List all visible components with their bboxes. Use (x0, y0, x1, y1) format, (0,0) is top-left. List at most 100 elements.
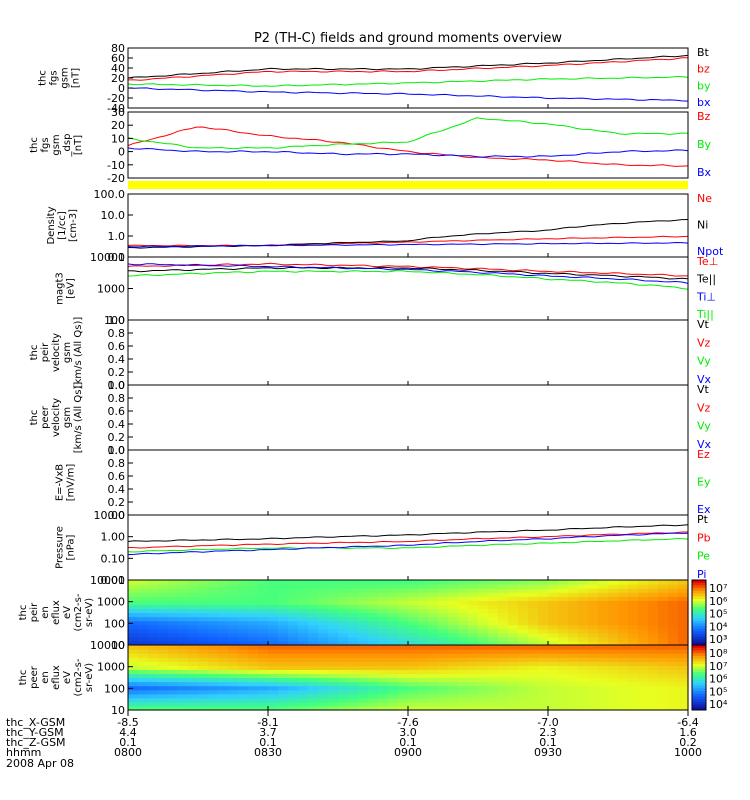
heatmap-cell (488, 649, 499, 654)
heatmap-cell (558, 645, 569, 650)
heatmap-cell (528, 584, 539, 589)
heatmap-cell (168, 693, 179, 699)
heatmap-cell (548, 685, 559, 691)
heatmap-cell (268, 673, 279, 679)
heatmap-cell (348, 689, 359, 695)
heatmap-cell (668, 701, 679, 707)
heatmap-cell (498, 669, 509, 675)
heatmap-cell (328, 624, 339, 630)
heatmap-cell (338, 584, 349, 589)
heatmap-cell (168, 701, 179, 707)
heatmap-cell (578, 649, 589, 654)
heatmap-cell (378, 673, 389, 679)
heatmap-cell (238, 689, 249, 695)
colorbar-segment (692, 701, 706, 706)
heatmap-cell (668, 600, 679, 605)
heatmap-cell (618, 653, 629, 658)
heatmap-cell (338, 616, 349, 622)
heatmap-cell (298, 600, 309, 605)
heatmap-cell (378, 584, 389, 589)
heatmap-cell (608, 612, 619, 618)
heatmap-cell (248, 580, 259, 585)
heatmap-cell (438, 640, 449, 646)
heatmap-cell (648, 596, 659, 601)
heatmap-cell (138, 657, 149, 662)
heatmap-cell (288, 592, 299, 597)
ephemeris-value: -7.6 (397, 716, 418, 729)
heatmap-cell (178, 693, 189, 699)
y-tick-label: 0.8 (108, 327, 126, 340)
heatmap-cell (278, 616, 289, 622)
heatmap-cell (518, 701, 529, 707)
heatmap-cell (348, 616, 359, 622)
heatmap-cell (678, 685, 689, 691)
heatmap-cell (318, 616, 329, 622)
heatmap-cell (648, 580, 659, 585)
heatmap-cell (618, 685, 629, 691)
y-tick-label: 0.01 (101, 574, 126, 587)
heatmap-cell (128, 657, 139, 662)
heatmap-cell (228, 612, 239, 618)
heatmap-cell (268, 624, 279, 630)
y-tick-label: 0.4 (108, 418, 126, 431)
heatmap-cell (348, 632, 359, 638)
heatmap-cell (608, 588, 619, 593)
heatmap-cell (618, 681, 629, 687)
heatmap-cell (578, 636, 589, 642)
heatmap-cell (428, 592, 439, 597)
heatmap-cell (438, 661, 449, 666)
heatmap-cell (288, 665, 299, 670)
heatmap-cell (138, 677, 149, 683)
heatmap-cell (578, 669, 589, 675)
heatmap-cell (228, 645, 239, 650)
heatmap-cell (598, 596, 609, 601)
heatmap-cell (518, 588, 529, 593)
heatmap-cell (208, 604, 219, 610)
heatmap-cell (658, 596, 669, 601)
heatmap-cell (198, 580, 209, 585)
heatmap-cell (148, 661, 159, 666)
y-tick-label: 0.2 (108, 431, 126, 444)
heatmap-cell (278, 701, 289, 707)
heatmap-cell (148, 632, 159, 638)
heatmap-cell (228, 693, 239, 699)
heatmap-cell (438, 653, 449, 658)
heatmap-cell (528, 681, 539, 687)
heatmap-cell (308, 640, 319, 646)
heatmap-cell (628, 616, 639, 622)
heatmap-cell (208, 640, 219, 646)
heatmap-cell (338, 612, 349, 618)
heatmap-cell (468, 620, 479, 626)
heatmap-cell (468, 584, 479, 589)
heatmap-cell (148, 693, 159, 699)
heatmap-cell (178, 596, 189, 601)
heatmap-cell (258, 681, 269, 687)
colorbar-tick-label: 10³ (709, 633, 727, 646)
heatmap-cell (568, 608, 579, 614)
heatmap-cell (208, 600, 219, 605)
heatmap-cell (148, 649, 159, 654)
heatmap-cell (298, 681, 309, 687)
heatmap-cell (328, 645, 339, 650)
heatmap-cell (348, 657, 359, 662)
colorbar-segment (692, 628, 706, 632)
heatmap-cell (638, 584, 649, 589)
heatmap-cell (398, 636, 409, 642)
colorbar-segment (692, 639, 706, 643)
heatmap-cell (138, 612, 149, 618)
heatmap-cell (528, 588, 539, 593)
heatmap-cell (508, 701, 519, 707)
heatmap-cell (558, 616, 569, 622)
heatmap-cell (518, 604, 529, 610)
heatmap-cell (548, 657, 559, 662)
heatmap-cell (588, 588, 599, 593)
heatmap-cell (368, 608, 379, 614)
heatmap-cell (488, 665, 499, 670)
heatmap-cell (678, 640, 689, 646)
yellow-status-bar (128, 181, 688, 189)
heatmap-cell (658, 632, 669, 638)
heatmap-cell (168, 624, 179, 630)
heatmap-cell (608, 636, 619, 642)
heatmap-cell (358, 653, 369, 658)
heatmap-cell (168, 640, 179, 646)
